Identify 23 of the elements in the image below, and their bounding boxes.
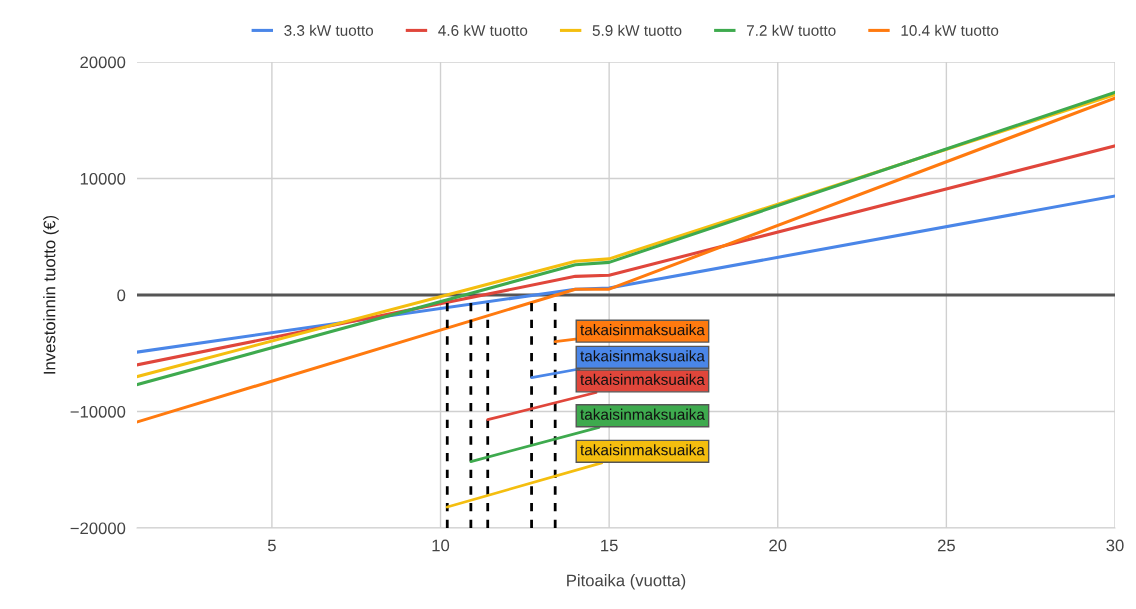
- x-tick-label: 20: [769, 539, 787, 552]
- x-tick-label: 30: [1106, 539, 1124, 552]
- y-tick-label: −20000: [70, 522, 126, 535]
- legend-label: 5.9 kW tuotto: [592, 24, 682, 36]
- y-tick-label: 20000: [80, 56, 126, 69]
- legend-label: 4.6 kW tuotto: [438, 24, 528, 36]
- annotation: takaisinmaksuaika: [580, 373, 705, 385]
- annotation: takaisinmaksuaika: [580, 324, 705, 336]
- annotation: takaisinmaksuaika: [580, 350, 705, 362]
- y-axis-title: Investoinnin tuotto (€): [43, 215, 59, 374]
- legend-label: 3.3 kW tuotto: [284, 24, 374, 36]
- y-tick-label: 10000: [80, 172, 126, 185]
- y-tick-label: 0: [117, 289, 126, 302]
- x-axis-title: Pitoaika (vuotta): [567, 574, 686, 590]
- annotation: takaisinmaksuaika: [580, 408, 705, 420]
- legend-label: 10.4 kW tuotto: [901, 24, 999, 36]
- x-tick-label: 5: [267, 539, 276, 552]
- x-tick-label: 25: [937, 539, 955, 552]
- x-tick-label: 15: [601, 539, 618, 552]
- annotation: takaisinmaksuaika: [580, 444, 705, 456]
- x-tick-label: 10: [432, 539, 450, 552]
- legend-label: 7.2 kW tuotto: [746, 24, 836, 36]
- y-tick-label: −10000: [70, 405, 126, 418]
